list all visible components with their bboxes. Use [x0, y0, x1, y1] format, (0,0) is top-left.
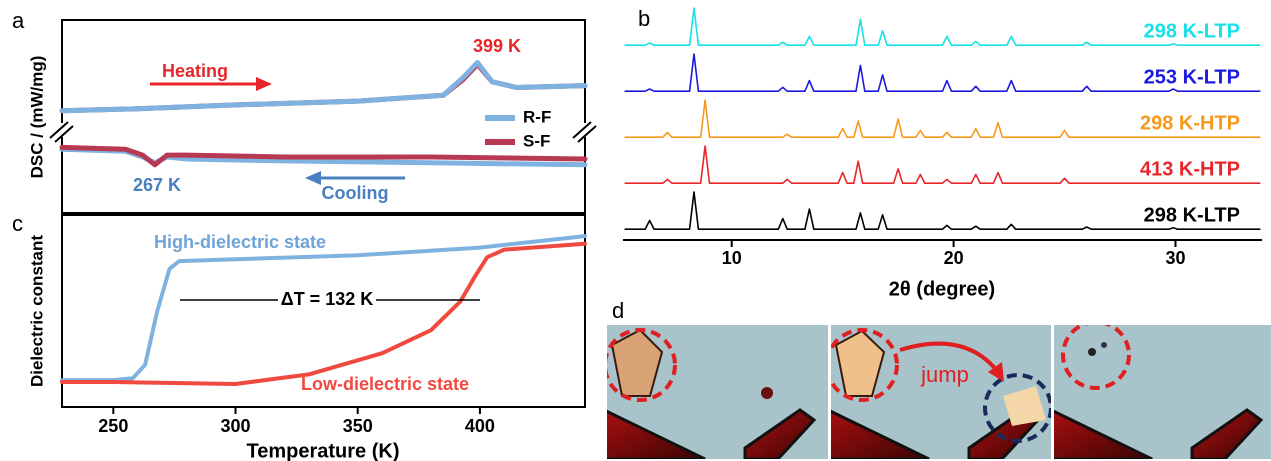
annotation: ΔT = 132 K: [281, 289, 373, 309]
highlight-circle: [607, 328, 677, 402]
arrow-head: [256, 77, 272, 91]
data-line: [59, 60, 588, 114]
arrow-head: [988, 362, 1004, 382]
x-tick-label: 10: [722, 248, 742, 268]
annotation: Heating: [162, 61, 228, 81]
legend-label: R-F: [523, 107, 551, 126]
annotation: High-dielectric state: [154, 232, 326, 252]
x-tick-label: 300: [220, 416, 250, 436]
highlight-circle: [1061, 325, 1131, 390]
annotation: 267 K: [133, 175, 181, 195]
crystal: [610, 328, 664, 397]
series-label: 298 K-LTP: [1144, 204, 1240, 226]
data-line: [624, 191, 1261, 230]
y-axis-title: Dielectric constant: [27, 235, 46, 387]
axis-breaks: [49, 121, 597, 143]
x-tick-label: 20: [944, 248, 964, 268]
highlight-circle: [983, 373, 1051, 443]
particle: [1101, 342, 1107, 348]
crystal: [1003, 386, 1046, 426]
data-line: [60, 234, 587, 383]
series-label: 298 K-HTP: [1140, 112, 1240, 134]
series-label: 413 K-HTP: [1140, 158, 1240, 180]
x-tick-label: 30: [1165, 248, 1185, 268]
particle: [761, 387, 773, 399]
series-label: 253 K-LTP: [1144, 66, 1240, 88]
panel-label: b: [638, 6, 650, 31]
data-line: [624, 99, 1261, 138]
data-line: [624, 145, 1261, 184]
plot-frame: [61, 19, 586, 214]
y-axis-title: DSC / (mW/mg): [27, 56, 46, 179]
arrow-head: [305, 171, 321, 185]
data-line: [624, 53, 1261, 92]
x-tick-label: 250: [98, 416, 128, 436]
x-tick-label: 350: [343, 416, 373, 436]
annotation: Low-dielectric state: [301, 374, 469, 394]
data-line: [59, 144, 588, 168]
needle: [1054, 409, 1153, 459]
needle: [1190, 408, 1264, 459]
legend-label: S-F: [523, 131, 550, 150]
annotation: Cooling: [322, 183, 389, 203]
data-line: [60, 241, 587, 386]
break-mark: [49, 121, 69, 139]
annotation: 399 K: [473, 36, 521, 56]
highlight-circle: [831, 328, 899, 402]
series-label: 298 K-LTP: [1144, 20, 1240, 42]
photo: [607, 325, 828, 459]
data-line: [624, 7, 1261, 46]
panel-label: a: [12, 8, 25, 33]
photo: [831, 325, 1051, 459]
jump-label: jump: [920, 362, 969, 387]
break-mark: [54, 125, 74, 143]
break-mark: [577, 125, 597, 143]
x-tick-label: 400: [465, 416, 495, 436]
needle: [607, 409, 706, 459]
particle: [1088, 348, 1096, 356]
panel-label: c: [12, 211, 23, 236]
crystal: [834, 329, 886, 397]
photo-panel: d jump: [607, 298, 1271, 459]
x-axis-title: 2θ (degree): [889, 278, 995, 300]
photo: [1054, 325, 1271, 459]
needle: [743, 408, 817, 459]
needle: [831, 409, 930, 459]
x-axis-title: Temperature (K): [247, 440, 400, 461]
panel-label: d: [612, 298, 624, 323]
plot-frame: [61, 214, 586, 408]
jump-arrow: [899, 341, 1000, 374]
plots: R-F S-F 399 K Heating 267 K Cooling a DSC / (mW…: [12, 6, 1262, 461]
break-mark: [572, 121, 592, 139]
